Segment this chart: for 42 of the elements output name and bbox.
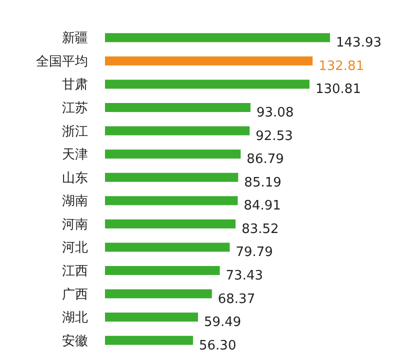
y-tick-label: 甘肃 (62, 78, 88, 93)
data-label: 59.49 (204, 315, 242, 330)
y-tick-label: 河南 (62, 217, 88, 232)
bar (105, 242, 230, 252)
data-label: 143.93 (336, 36, 382, 51)
y-tick-label: 全国平均 (36, 54, 88, 70)
data-label: 79.79 (236, 245, 273, 260)
y-tick-label: 山东 (62, 170, 88, 186)
y-tick-label: 浙江 (62, 124, 88, 140)
y-tick-label: 河北 (62, 240, 88, 256)
data-label: 85.19 (244, 175, 282, 190)
data-label: 73.43 (226, 268, 264, 284)
y-tick-label: 新疆 (62, 31, 88, 46)
y-tick-label: 江西 (62, 264, 88, 279)
bar (105, 80, 310, 89)
bar (105, 126, 250, 136)
data-label: 92.53 (256, 128, 293, 144)
data-label: 68.37 (218, 292, 256, 307)
bar (105, 56, 313, 66)
data-label: 93.08 (256, 106, 294, 120)
bar (105, 266, 220, 275)
data-label: 132.81 (318, 58, 364, 74)
bar (105, 312, 198, 322)
y-tick-label: 天津 (62, 148, 88, 163)
y-tick-label: 江苏 (62, 101, 88, 116)
y-tick-label: 安徽 (62, 332, 88, 349)
y-tick-label: 湖南 (62, 194, 88, 210)
data-label: 130.81 (315, 82, 361, 98)
bar (105, 289, 212, 298)
y-tick-label: 广西 (62, 287, 88, 302)
data-label: 56.30 (199, 338, 236, 354)
data-label: 86.79 (246, 152, 284, 168)
bar (105, 172, 238, 182)
data-label: 83.52 (242, 222, 279, 237)
bar (105, 103, 251, 112)
bar (105, 219, 236, 228)
bar (105, 336, 194, 345)
data-label: 84.91 (244, 198, 281, 214)
bar (105, 150, 241, 159)
y-tick-label: 湖北 (62, 310, 88, 326)
bar (105, 33, 330, 42)
bar (105, 196, 238, 206)
